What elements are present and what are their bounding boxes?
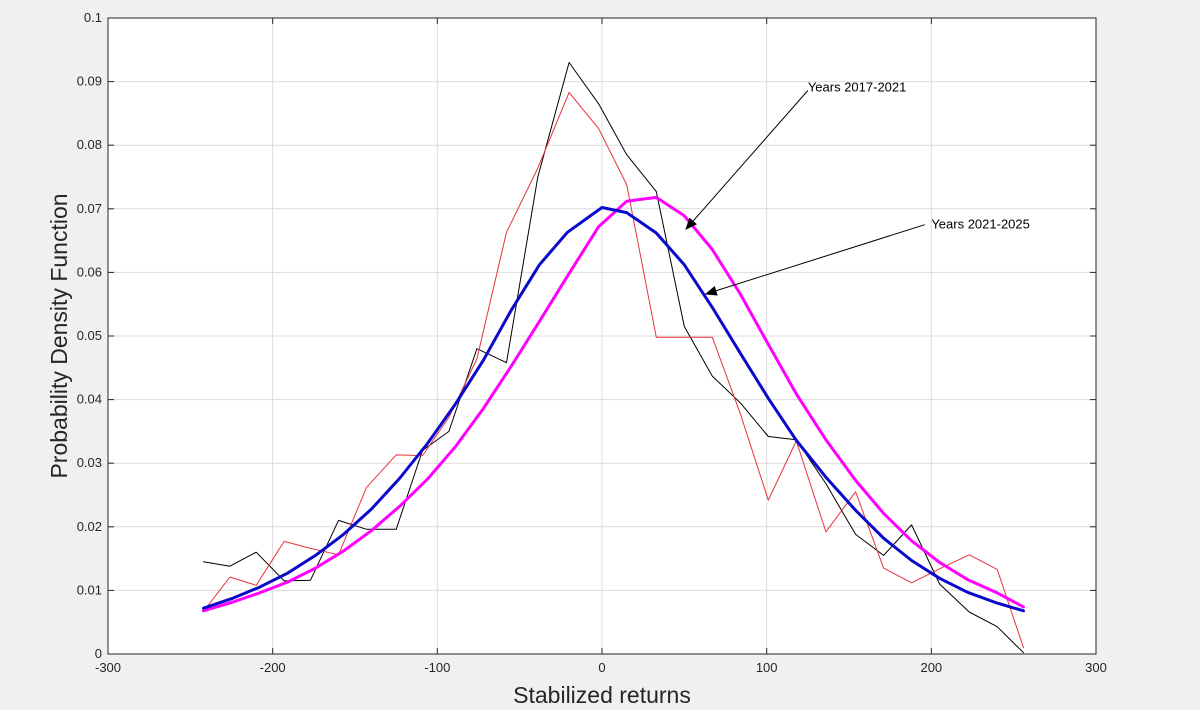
x-tick-label: 200 (920, 660, 942, 675)
annotation-arrow-2 (704, 224, 925, 296)
series-line-2 (203, 91, 1024, 649)
annotation-arrow-1 (685, 90, 809, 230)
x-tick-label: -300 (95, 660, 121, 675)
annotation-label-2: Years 2021-2025 (931, 217, 1030, 232)
x-tick-label: -200 (260, 660, 286, 675)
y-tick-label: 0.02 (77, 519, 102, 534)
series-group (202, 62, 1025, 654)
x-axis-title: Stabilized returns (513, 682, 691, 708)
y-axis-ticks: 0 0.01 0.02 0.03 0.04 0.05 0.06 0.07 0.08 0.09 0.1 (77, 10, 1096, 661)
y-tick-label: 0.01 (77, 582, 102, 597)
annotations: Years 2017-2021 Years 2021-2025 (685, 79, 1030, 296)
grid (108, 18, 1096, 654)
x-axis-ticks: -300 -200 -100 0 100 200 300 (95, 18, 1107, 675)
y-tick-label: 0.07 (77, 201, 102, 216)
y-axis-title: Probability Density Function (46, 193, 72, 478)
y-tick-label: 0.08 (77, 137, 102, 152)
y-tick-label: 0.04 (77, 392, 102, 407)
y-tick-label: 0 (95, 646, 102, 661)
x-tick-label: 300 (1085, 660, 1107, 675)
y-tick-label: 0.1 (84, 10, 102, 25)
series-line-4 (202, 206, 1025, 613)
y-tick-label: 0.09 (77, 74, 102, 89)
y-tick-label: 0.05 (77, 328, 102, 343)
series-line-3 (202, 195, 1025, 613)
y-tick-label: 0.03 (77, 455, 102, 470)
y-tick-label: 0.06 (77, 264, 102, 279)
x-tick-label: 0 (598, 660, 605, 675)
series-line-1 (203, 62, 1024, 654)
x-tick-label: 100 (756, 660, 778, 675)
x-tick-label: -100 (424, 660, 450, 675)
annotation-label-1: Years 2017-2021 (808, 79, 907, 94)
